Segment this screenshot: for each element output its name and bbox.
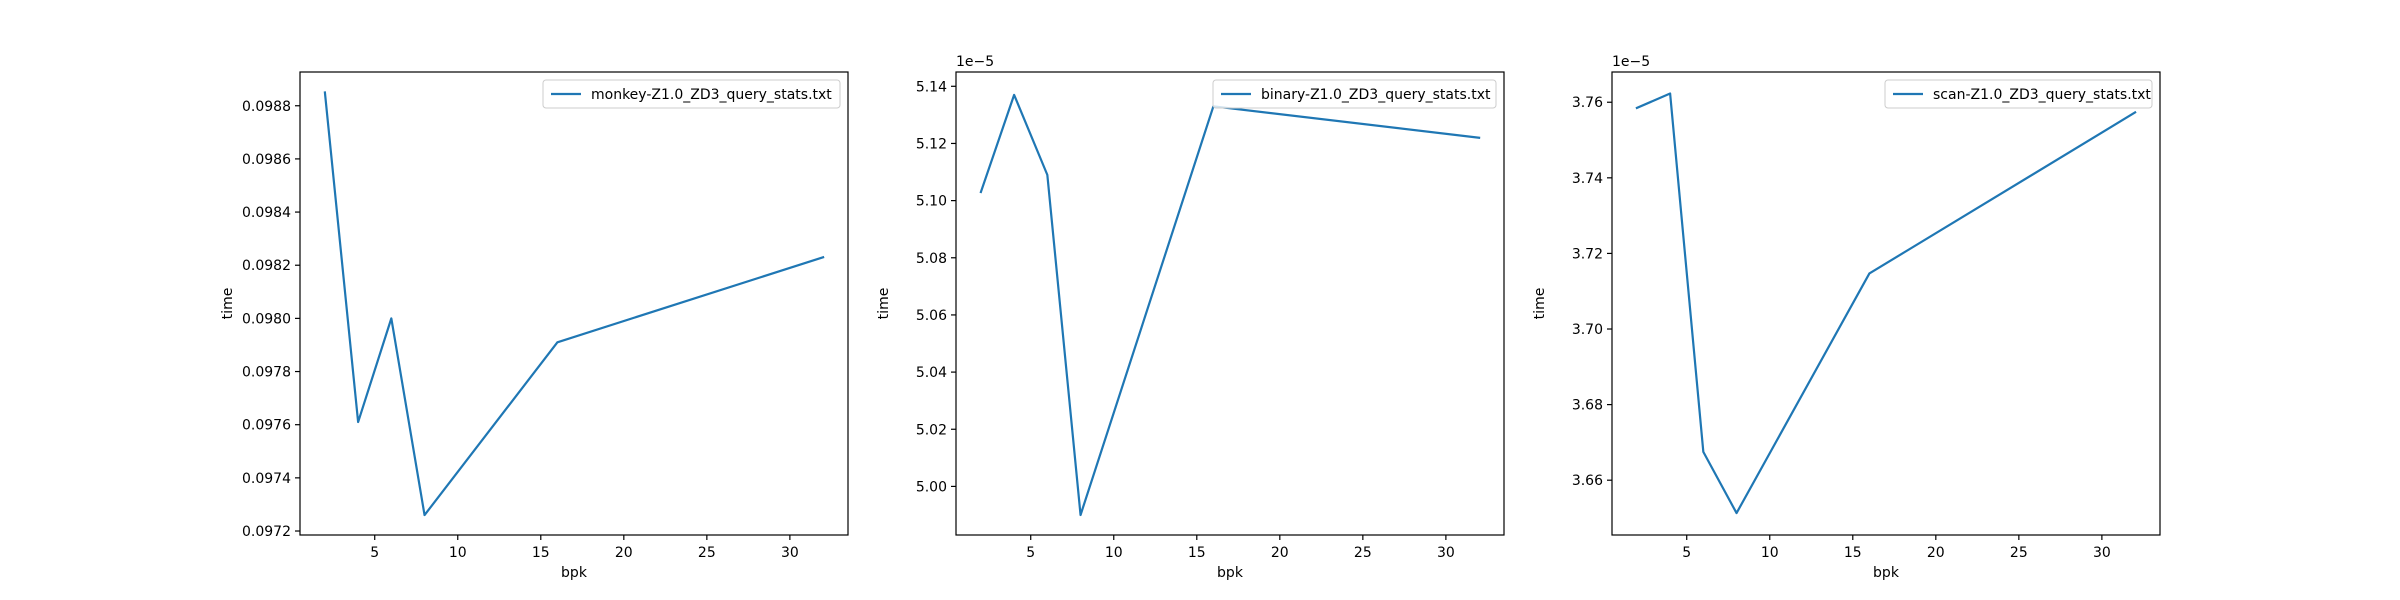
x-tick-label: 15 (1844, 545, 1862, 561)
y-tick-label: 3.66 (1572, 473, 1603, 489)
y-offset-text: 1e−5 (956, 54, 994, 70)
x-tick-label: 20 (1927, 545, 1945, 561)
y-offset-text: 1e−5 (1612, 54, 1650, 70)
y-tick-label: 0.0986 (242, 152, 291, 168)
y-tick-label: 0.0988 (242, 99, 291, 115)
y-tick-label: 5.02 (916, 422, 947, 438)
y-tick-label: 3.72 (1572, 246, 1603, 262)
y-tick-label: 5.12 (916, 136, 947, 152)
y-tick-label: 0.0982 (242, 258, 291, 274)
y-tick-label: 0.0984 (242, 205, 291, 221)
series-line (979, 93, 1481, 517)
series-line (1635, 92, 2137, 515)
y-tick-label: 3.76 (1572, 95, 1603, 111)
x-tick-label: 30 (781, 545, 799, 561)
axes-frame (1611, 71, 2161, 536)
y-tick-label: 3.70 (1572, 322, 1603, 338)
y-tick-label: 5.00 (916, 479, 947, 495)
y-tick-label: 3.74 (1572, 171, 1603, 187)
x-tick-label: 25 (698, 545, 716, 561)
legend-box (1212, 79, 1497, 109)
y-tick-label: 5.04 (916, 365, 947, 381)
y-tick-label: 0.0974 (242, 471, 291, 487)
subplot-2: 5 10 15 20 25 30 5.00 5.02 5.04 5.06 5.08 5.10 5.12 5… (876, 54, 1505, 581)
x-tick-label: 15 (532, 545, 550, 561)
x-tick-label: 5 (1026, 545, 1035, 561)
subplot-3: 5 10 15 20 25 30 3.66 3.68 3.70 3.72 3.74 3.76 bpk ti… (1532, 54, 2161, 581)
legend: scan-Z1.0_ZD3_query_stats.txt (1884, 79, 2153, 109)
y-axis-label: time (220, 288, 236, 320)
legend: monkey-Z1.0_ZD3_query_stats.txt (542, 79, 841, 109)
subplot-1: 5 10 15 20 25 30 0.0972 0.0974 0.0976 0.0978 0.098… (220, 71, 849, 581)
y-tick-label: 5.06 (916, 308, 947, 324)
x-tick-label: 25 (1354, 545, 1372, 561)
axes-frame (955, 71, 1505, 536)
y-tick-label: 0.0972 (242, 524, 291, 540)
x-axis-label: bpk (1873, 565, 1900, 581)
x-tick-label: 5 (370, 545, 379, 561)
x-tick-label: 25 (2010, 545, 2028, 561)
legend-box (1884, 79, 2153, 109)
y-tick-label: 0.0978 (242, 365, 291, 381)
x-tick-label: 10 (1105, 545, 1123, 561)
x-tick-label: 15 (1188, 545, 1206, 561)
y-tick-label: 3.68 (1572, 398, 1603, 414)
x-tick-label: 30 (2093, 545, 2111, 561)
y-tick-label: 0.0980 (242, 311, 291, 327)
axes-frame (299, 71, 849, 536)
series-line (323, 91, 825, 517)
x-tick-label: 10 (1761, 545, 1779, 561)
x-tick-label: 20 (615, 545, 633, 561)
y-axis-label: time (1532, 288, 1548, 320)
x-axis-label: bpk (561, 565, 588, 581)
x-tick-label: 5 (1682, 545, 1691, 561)
x-tick-label: 30 (1437, 545, 1455, 561)
y-tick-label: 5.10 (916, 194, 947, 210)
y-axis-label: time (876, 288, 892, 320)
legend-entry: monkey-Z1.0_ZD3_query_stats.txt (591, 87, 832, 103)
x-tick-label: 10 (449, 545, 467, 561)
x-axis-label: bpk (1217, 565, 1244, 581)
legend-entry: binary-Z1.0_ZD3_query_stats.txt (1261, 87, 1491, 103)
x-tick-label: 20 (1271, 545, 1289, 561)
legend: binary-Z1.0_ZD3_query_stats.txt (1212, 79, 1497, 109)
y-tick-label: 5.14 (916, 79, 947, 95)
y-tick-label: 0.0976 (242, 418, 291, 434)
y-tick-label: 5.08 (916, 251, 947, 267)
legend-box (542, 79, 841, 109)
legend-entry: scan-Z1.0_ZD3_query_stats.txt (1933, 87, 2151, 103)
